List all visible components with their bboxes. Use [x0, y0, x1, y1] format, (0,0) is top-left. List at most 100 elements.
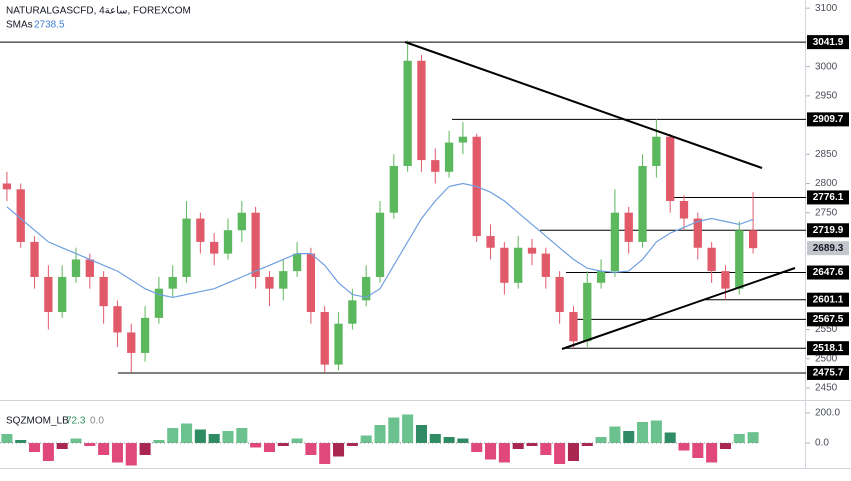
- candle-body: [389, 165, 398, 213]
- candle-body: [182, 218, 191, 277]
- candle-body: [320, 312, 329, 365]
- level-label: 2647.6: [813, 267, 844, 278]
- candle-body: [652, 136, 661, 166]
- level-label: 3041.9: [813, 37, 844, 48]
- candle-body: [306, 253, 316, 313]
- momentum-bar: [333, 442, 345, 457]
- momentum-bar: [208, 434, 220, 443]
- candle-body: [666, 136, 675, 202]
- level-label-bg: [807, 292, 849, 307]
- momentum-bar: [98, 442, 110, 455]
- candle-body: [71, 259, 81, 277]
- momentum-bar: [70, 438, 82, 443]
- candle-body: [569, 312, 578, 342]
- y-tick-label: 2750: [815, 207, 838, 218]
- candle-body: [292, 253, 302, 272]
- momentum-bar: [250, 442, 262, 448]
- y-tick-label: 0.0: [815, 438, 829, 449]
- level-label: 2719.9: [813, 225, 844, 236]
- level-label: 2601.1: [813, 294, 844, 305]
- candle-body: [30, 241, 39, 277]
- level-label-bg: [807, 241, 849, 256]
- y-tick-label: 2450: [815, 383, 838, 394]
- level-label-bg: [807, 112, 849, 127]
- momentum-bar: [167, 428, 179, 443]
- level-label: 2689.3: [813, 243, 844, 254]
- candle-body: [679, 201, 689, 219]
- candle-body: [748, 230, 758, 249]
- level-label: 2909.7: [813, 114, 844, 125]
- candle-body: [610, 212, 620, 272]
- momentum-bar: [567, 442, 579, 461]
- momentum-bar: [15, 439, 27, 443]
- level-label-bg: [807, 341, 849, 356]
- y-tick-label: 2800: [815, 178, 838, 189]
- momentum-bar: [554, 442, 566, 464]
- momentum-bar: [595, 436, 607, 443]
- momentum-bar: [42, 442, 54, 461]
- momentum-bar: [733, 434, 745, 443]
- candle-body: [113, 306, 122, 333]
- momentum-bar: [443, 436, 455, 443]
- candle-body: [210, 241, 219, 254]
- candle-body: [500, 247, 509, 283]
- momentum-bar: [388, 417, 400, 443]
- plot: [0, 40, 806, 374]
- candle-body: [85, 259, 94, 277]
- level-label: 2776.1: [813, 192, 844, 203]
- momentum-bar: [360, 435, 372, 443]
- y-tick-label: 2850: [815, 149, 838, 160]
- momentum-bar: [609, 426, 621, 443]
- sma-line: [6, 182, 754, 299]
- level-label-bg: [807, 265, 849, 280]
- y-tick-label: 2950: [815, 90, 838, 101]
- momentum-bar: [747, 432, 759, 443]
- candle-body: [417, 60, 426, 161]
- level-label: 2567.5: [813, 314, 844, 325]
- momentum-bar: [692, 442, 704, 458]
- momentum-bar: [429, 434, 441, 443]
- momentum-bar: [56, 442, 68, 449]
- momentum-bar: [581, 442, 593, 446]
- momentum-bar: [485, 442, 497, 460]
- candle-body: [334, 323, 343, 365]
- candle-body: [16, 189, 25, 242]
- momentum-bar: [402, 414, 414, 443]
- candle-body: [555, 276, 564, 313]
- candle-body: [127, 332, 136, 353]
- candle-body: [693, 218, 702, 248]
- candle-body: [223, 230, 233, 254]
- level-label-bg: [807, 312, 849, 327]
- candle-body: [638, 165, 647, 242]
- momentum-bar: [457, 438, 469, 443]
- candle-body: [431, 160, 440, 172]
- momentum-bar: [650, 420, 662, 443]
- momentum-bar: [319, 442, 331, 464]
- candle-body: [362, 276, 371, 301]
- y-tick-label: 3100: [815, 3, 838, 14]
- momentum-bar: [139, 442, 151, 455]
- candle-body: [140, 317, 150, 353]
- momentum-bar: [222, 431, 234, 443]
- momentum-bar: [263, 442, 275, 452]
- candle-body: [58, 276, 67, 313]
- momentum-bar: [181, 423, 193, 443]
- level-label-bg: [807, 365, 849, 380]
- level-label-bg: [807, 35, 849, 50]
- candle-body: [265, 276, 274, 289]
- momentum-bar: [637, 422, 649, 443]
- trend-line: [404, 41, 763, 169]
- momentum-bar: [346, 442, 358, 446]
- momentum-bar: [194, 429, 206, 443]
- candle-body: [99, 276, 108, 307]
- momentum-bar: [277, 442, 289, 446]
- momentum-bar: [540, 442, 552, 455]
- level-label: 2518.1: [813, 343, 844, 354]
- momentum-bar: [719, 442, 731, 449]
- candle-body: [154, 288, 164, 318]
- level-label-bg: [807, 223, 849, 238]
- candle-body: [541, 253, 550, 277]
- sma-name: SMAs: [6, 20, 33, 31]
- candle-body: [279, 271, 288, 289]
